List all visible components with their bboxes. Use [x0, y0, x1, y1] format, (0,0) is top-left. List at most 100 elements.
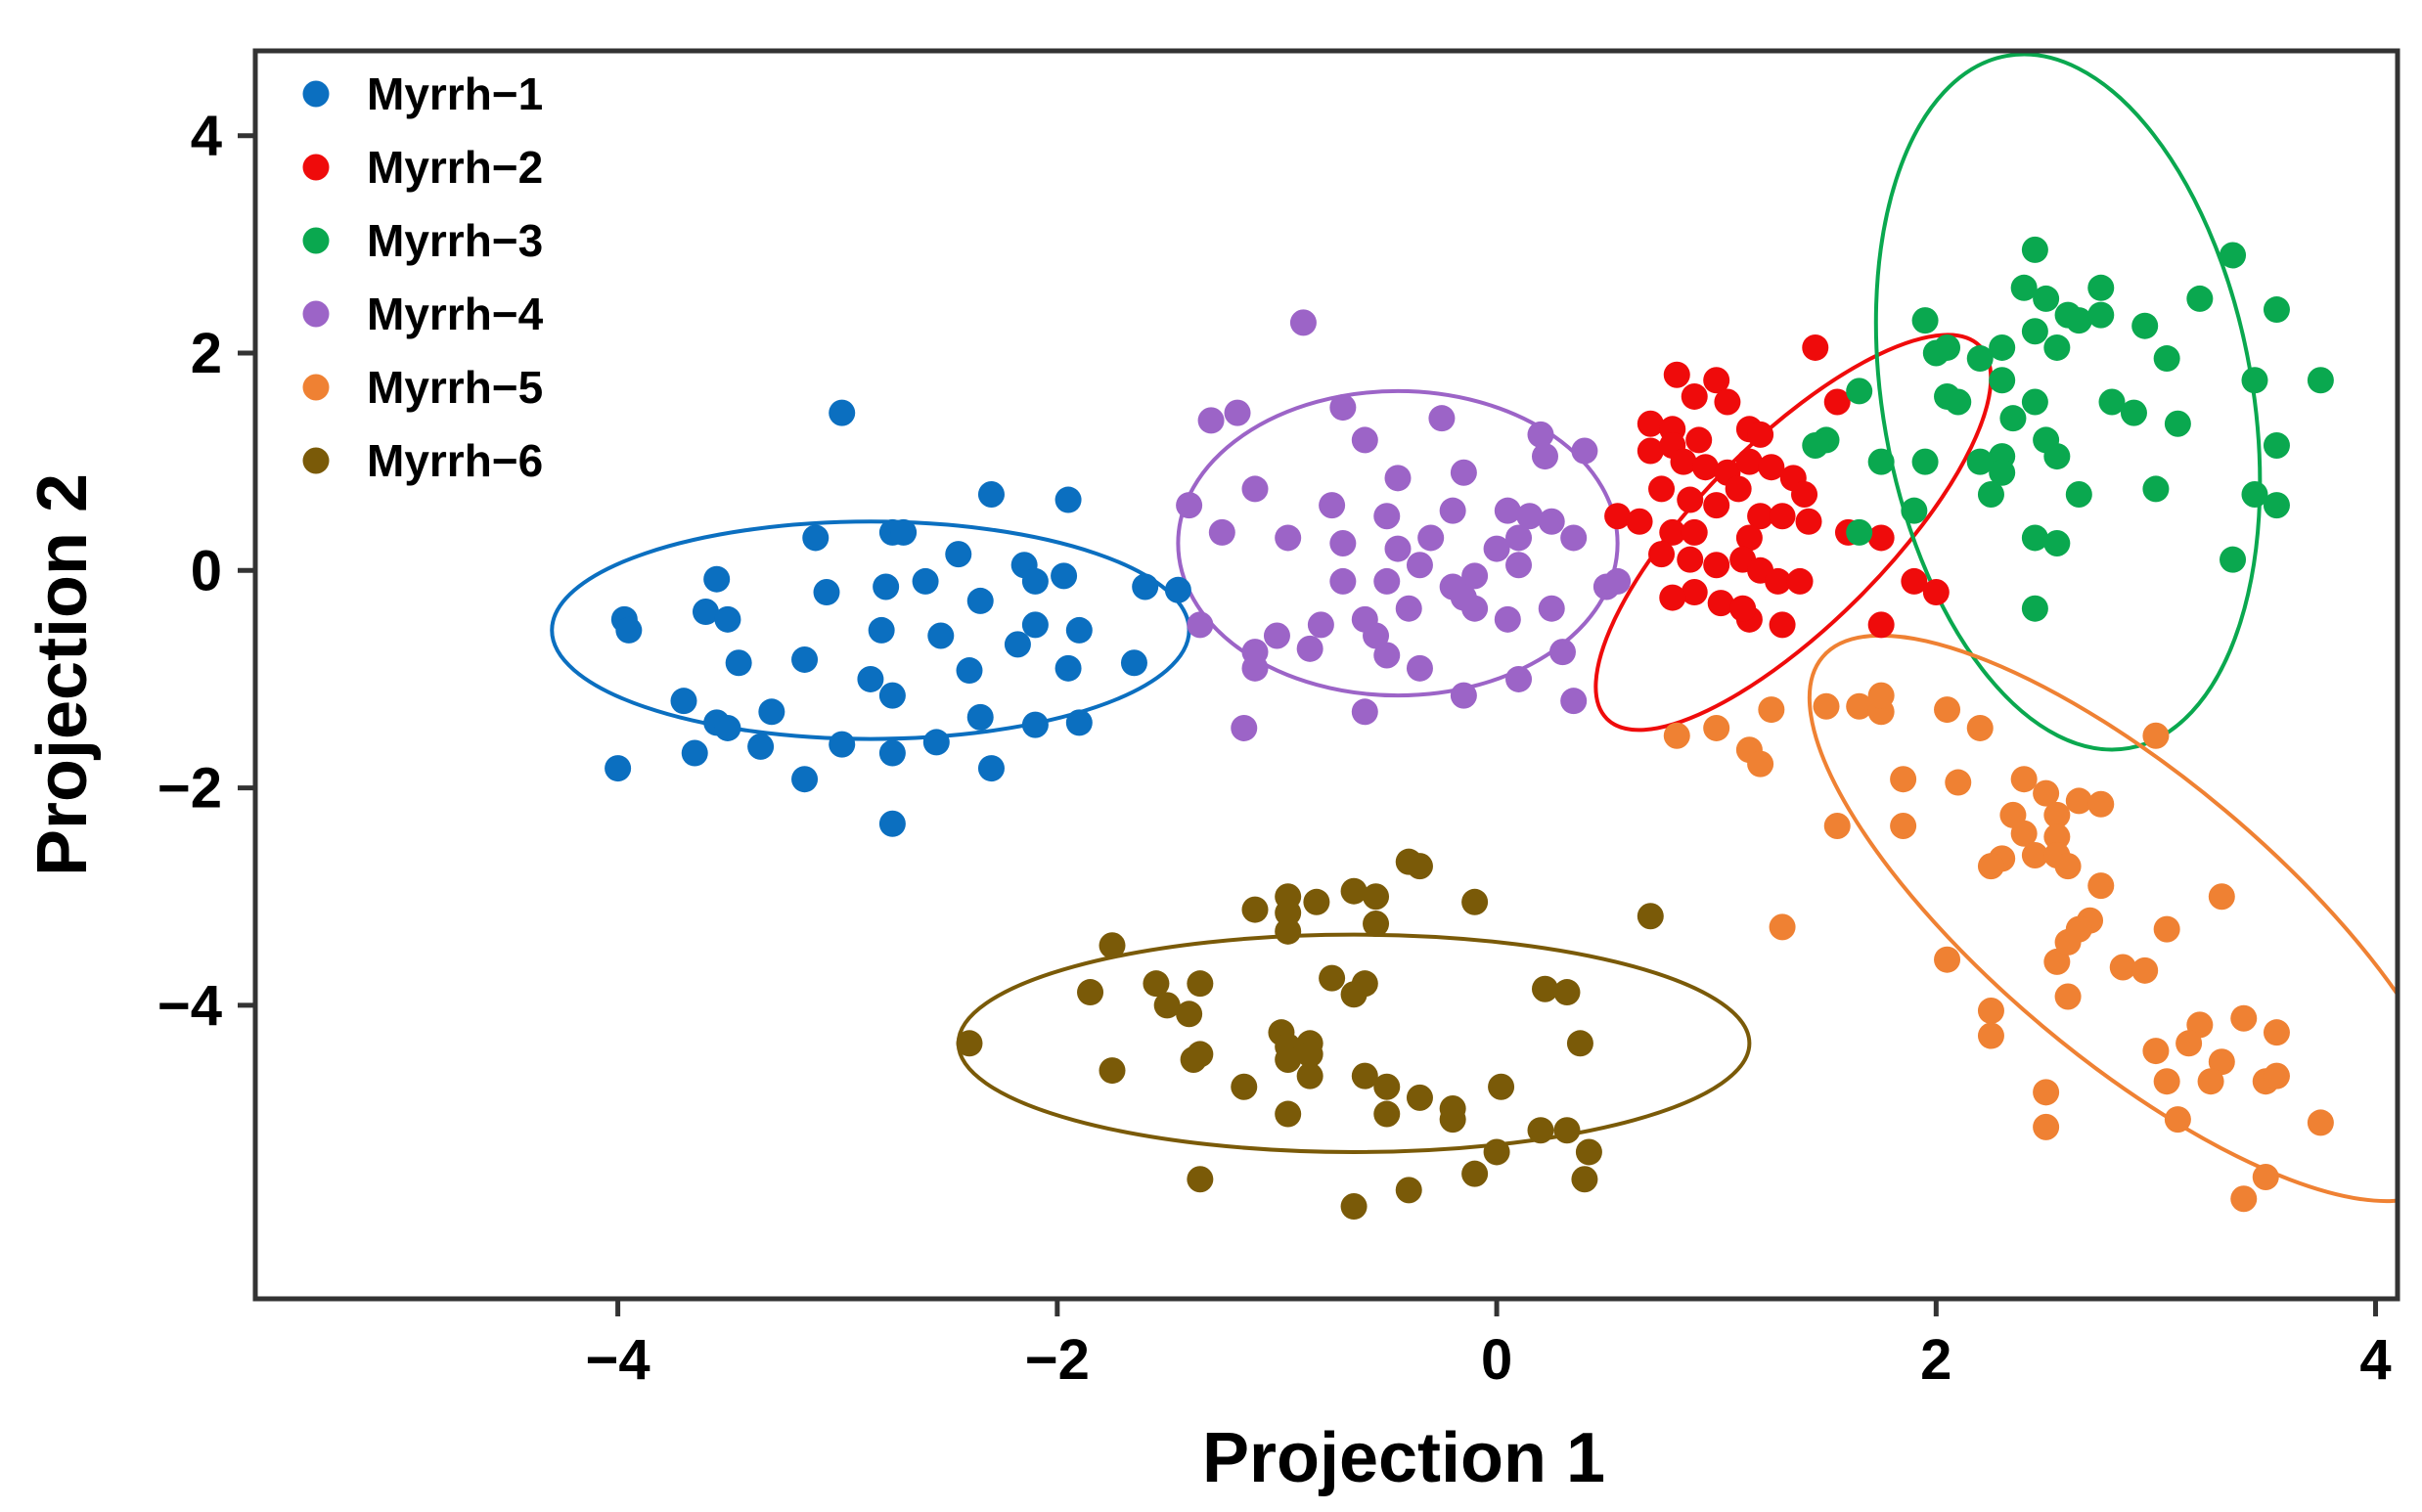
point-series-2-32: [1735, 524, 1763, 552]
point-series-4-21: [1275, 524, 1302, 552]
point-series-4-10: [1450, 459, 1477, 486]
point-series-3-47: [1846, 518, 1873, 546]
point-series-4-40: [1363, 622, 1390, 649]
point-series-3-37: [1867, 448, 1895, 475]
legend-label-2: Myrrh−2: [367, 142, 543, 193]
legend-label-4: Myrrh−4: [367, 289, 544, 339]
point-series-2-4: [1681, 382, 1708, 410]
point-series-4-54: [1560, 688, 1588, 715]
point-series-4-41: [1538, 595, 1565, 622]
point-series-4-48: [1373, 642, 1401, 669]
point-series-3-1: [2021, 236, 2048, 263]
point-series-1-19: [966, 587, 994, 614]
cluster-ellipse-4: [1176, 388, 1620, 698]
point-series-1-16: [714, 605, 741, 633]
point-series-2-7: [1637, 410, 1664, 437]
point-series-1-11: [873, 573, 900, 600]
point-series-5-25: [1977, 853, 2004, 880]
point-series-6-18: [1340, 981, 1368, 1008]
point-series-6-49: [1571, 1166, 1598, 1193]
point-series-3-22: [1999, 405, 2027, 432]
point-series-5-14: [1945, 769, 1972, 796]
point-series-1-1: [829, 399, 856, 426]
point-series-2-29: [1626, 508, 1653, 535]
point-series-6-2: [1395, 848, 1422, 875]
point-series-2-28: [1604, 503, 1632, 530]
point-series-1-7: [945, 541, 972, 568]
point-series-2-25: [1747, 503, 1774, 530]
point-series-5-10: [1934, 696, 1961, 724]
point-series-4-53: [1505, 665, 1533, 692]
x-tick-label: −2: [1025, 1328, 1090, 1392]
point-series-6-28: [1566, 1030, 1593, 1057]
point-series-2-18: [1758, 454, 1785, 481]
point-series-4-32: [1373, 567, 1401, 595]
point-series-6-50: [1187, 1166, 1214, 1193]
point-series-3-46: [1901, 497, 1928, 524]
point-series-4-50: [1241, 654, 1269, 682]
point-series-1-6: [890, 518, 918, 546]
y-tick-label: −4: [157, 974, 222, 1038]
point-series-3-9: [2043, 334, 2071, 361]
legend-label-3: Myrrh−3: [367, 215, 543, 266]
point-series-3-48: [2021, 524, 2048, 552]
point-series-4-5: [1428, 405, 1456, 432]
point-series-4-25: [1483, 535, 1510, 562]
point-series-3-23: [2098, 388, 2126, 416]
point-series-5-44: [2230, 1004, 2258, 1032]
point-series-1-38: [966, 703, 994, 731]
point-series-5-54: [2033, 1079, 2060, 1106]
point-series-5-23: [2021, 842, 2048, 869]
point-series-3-7: [2065, 307, 2092, 334]
point-series-6-36: [1373, 1073, 1401, 1100]
point-series-6-3: [1340, 877, 1368, 905]
y-tick-label: −2: [157, 757, 222, 821]
point-series-3-13: [2131, 312, 2159, 339]
point-series-1-4: [802, 524, 830, 552]
point-series-6-6: [1303, 888, 1330, 915]
point-series-4-3: [1224, 399, 1251, 426]
point-series-5-38: [2054, 928, 2082, 956]
point-series-3-19: [1922, 339, 1950, 367]
point-series-3-5: [2087, 274, 2115, 301]
point-series-1-23: [1065, 616, 1093, 644]
legend: Myrrh−1 Myrrh−2 Myrrh−3 Myrrh−4 Myrrh−5 Myrrh…: [302, 68, 544, 486]
legend-marker-2: [302, 154, 330, 181]
point-series-3-31: [2043, 443, 2071, 470]
point-series-6-46: [1575, 1138, 1602, 1166]
point-series-4-1: [1289, 309, 1317, 336]
point-series-6-27: [956, 1030, 983, 1057]
point-series-5-41: [2054, 983, 2082, 1010]
point-series-4-26: [1505, 524, 1533, 552]
point-series-2-37: [1703, 552, 1730, 579]
point-series-1-15: [692, 599, 719, 626]
point-series-5-56: [2307, 1109, 2334, 1136]
point-series-2-11: [1747, 421, 1774, 448]
point-series-2-27: [1795, 508, 1822, 535]
point-series-6-40: [1275, 1100, 1302, 1128]
point-series-6-52: [1340, 1193, 1368, 1221]
point-series-5-2: [1703, 714, 1730, 741]
point-series-2-15: [1691, 454, 1719, 481]
point-series-6-19: [1531, 975, 1558, 1002]
point-series-1-9: [1021, 567, 1049, 595]
point-series-3-4: [2033, 285, 2060, 312]
point-series-3-29: [1945, 388, 1972, 416]
point-series-4-28: [1505, 552, 1533, 579]
point-series-1-34: [670, 688, 697, 715]
y-axis-title: Projection 2: [23, 473, 102, 876]
point-series-6-16: [1319, 964, 1346, 992]
point-series-1-35: [758, 698, 785, 726]
point-series-3-21: [2021, 388, 2048, 416]
point-series-1-13: [813, 579, 840, 606]
point-series-3-12: [2087, 301, 2115, 329]
plot-frame: [252, 48, 2400, 1302]
point-series-4-23: [1384, 535, 1412, 562]
point-series-3-45: [2263, 492, 2290, 519]
point-series-2-2: [1703, 367, 1730, 394]
point-series-6-13: [1099, 932, 1126, 959]
point-series-6-48: [1461, 1160, 1489, 1187]
point-series-4-47: [1296, 635, 1323, 662]
point-series-4-6: [1527, 421, 1554, 448]
